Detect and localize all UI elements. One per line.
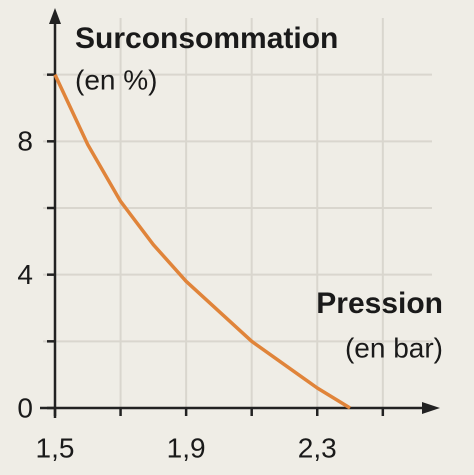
y-tick-label: 4 [17,259,33,290]
data-line [53,73,351,410]
y-axis-title: Surconsommation [75,22,338,55]
y-axis-arrow [49,8,61,24]
x-axis-arrow [422,402,440,414]
y-axis-unit: (en %) [75,64,157,95]
y-tick-label: 0 [17,392,33,423]
x-tick-label: 1,9 [167,432,206,463]
x-axis-unit: (en bar) [345,332,443,363]
x-tick-label: 2,3 [298,432,337,463]
x-axis-title: Pression [316,287,443,320]
x-tick-label: 1,5 [36,432,75,463]
y-tick-label: 8 [17,126,33,157]
